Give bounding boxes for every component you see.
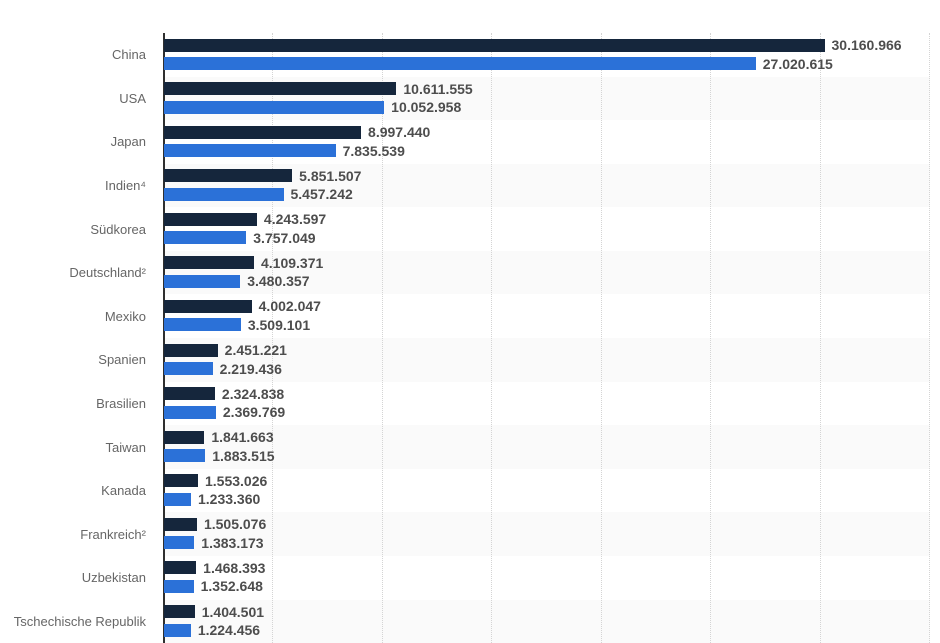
bar-blue[interactable] bbox=[164, 318, 241, 332]
value-label-blue: 1.383.173 bbox=[201, 534, 264, 551]
value-label-dark: 1.505.076 bbox=[203, 516, 267, 533]
bar-dark[interactable] bbox=[164, 430, 205, 444]
row-shading-band bbox=[162, 338, 930, 382]
bar-dark[interactable] bbox=[164, 256, 254, 270]
category-label: Frankreich² bbox=[80, 526, 146, 542]
bar-blue[interactable] bbox=[164, 57, 756, 70]
value-label-blue: 5.457.242 bbox=[290, 186, 353, 203]
chart-row: Spanien 2.451.221 2.219.436 bbox=[0, 338, 940, 382]
value-label-blue: 7.835.539 bbox=[342, 142, 405, 159]
value-label-blue: 3.757.049 bbox=[253, 229, 316, 246]
chart-row: Taiwan 1.841.663 1.883.515 bbox=[0, 425, 940, 469]
chart-row: Indien⁴ 5.851.507 5.457.242 bbox=[0, 163, 940, 208]
row-shading-band bbox=[162, 512, 930, 556]
value-label-dark: 8.997.440 bbox=[368, 124, 431, 141]
category-label: USA bbox=[119, 90, 146, 106]
bar-blue[interactable] bbox=[164, 579, 194, 593]
category-label: Deutschland² bbox=[69, 265, 146, 281]
value-label-blue: 1.224.456 bbox=[197, 622, 261, 639]
bar-dark[interactable] bbox=[164, 125, 362, 139]
value-label-blue: 2.369.769 bbox=[222, 404, 286, 421]
chart-row: Frankreich² 1.505.076 1.383.173 bbox=[0, 512, 940, 556]
category-label: Südkorea bbox=[90, 221, 146, 237]
value-label-dark: 5.851.507 bbox=[299, 167, 362, 184]
chart-row: Kanada 1.553.026 1.233.360 bbox=[0, 469, 940, 513]
chart-row: Japan 8.997.440 7.835.539 bbox=[0, 120, 940, 164]
value-label-blue: 1.883.515 bbox=[212, 447, 275, 464]
chart-row: USA 10.611.555 10.052.958 bbox=[0, 76, 940, 121]
bar-blue[interactable] bbox=[164, 144, 336, 158]
bar-dark[interactable] bbox=[164, 299, 252, 313]
bar-dark[interactable] bbox=[164, 212, 257, 226]
category-label: Indien⁴ bbox=[104, 178, 146, 194]
category-label: Brasilien bbox=[96, 395, 146, 411]
value-label-dark: 1.841.663 bbox=[211, 429, 274, 446]
bar-blue[interactable] bbox=[164, 362, 213, 376]
value-label-dark: 2.324.838 bbox=[221, 385, 285, 402]
value-label-blue: 1.233.360 bbox=[198, 491, 261, 508]
category-label: Spanien bbox=[98, 352, 146, 368]
bar-dark[interactable] bbox=[164, 561, 197, 575]
bar-dark[interactable] bbox=[164, 474, 198, 488]
chart-row: Südkorea 4.243.597 3.757.049 bbox=[0, 207, 940, 251]
value-label-dark: 1.468.393 bbox=[203, 559, 266, 576]
chart-row: Deutschland² 4.109.371 3.480.357 bbox=[0, 250, 940, 295]
bar-blue[interactable] bbox=[164, 405, 216, 419]
bar-blue[interactable] bbox=[164, 187, 284, 201]
value-label-dark: 1.404.501 bbox=[201, 603, 265, 620]
category-label: Uzbekistan bbox=[81, 570, 146, 586]
bar-dark[interactable] bbox=[164, 517, 197, 531]
value-label-blue: 2.219.436 bbox=[219, 360, 282, 377]
value-label-blue: 27.020.615 bbox=[762, 55, 833, 72]
chart-row: Brasilien 2.324.838 2.369.769 bbox=[0, 382, 940, 426]
chart-row: China 30.160.966 27.020.615 bbox=[0, 33, 940, 77]
category-label: Japan bbox=[110, 134, 146, 150]
bar-blue[interactable] bbox=[164, 274, 241, 288]
row-shading-band bbox=[162, 425, 930, 469]
row-shading-band bbox=[162, 599, 930, 643]
chart-row: Mexiko 4.002.047 3.509.101 bbox=[0, 294, 940, 338]
value-label-blue: 3.509.101 bbox=[247, 316, 311, 333]
bar-blue[interactable] bbox=[164, 100, 385, 114]
chart-row: Uzbekistan 1.468.393 1.352.648 bbox=[0, 556, 940, 600]
value-label-dark: 10.611.555 bbox=[403, 80, 473, 97]
bar-blue[interactable] bbox=[164, 231, 247, 245]
bar-dark[interactable] bbox=[164, 82, 397, 96]
value-label-blue: 10.052.958 bbox=[391, 99, 462, 116]
value-label-dark: 4.002.047 bbox=[258, 298, 321, 315]
value-label-dark: 2.451.221 bbox=[224, 342, 287, 359]
bar-blue[interactable] bbox=[164, 492, 191, 506]
value-label-blue: 3.480.357 bbox=[247, 273, 310, 290]
value-label-dark: 30.160.966 bbox=[831, 37, 902, 53]
bar-blue[interactable] bbox=[164, 449, 206, 463]
bar-dark[interactable] bbox=[164, 605, 195, 619]
row-shading-band bbox=[162, 250, 930, 295]
category-label: Tschechische Republik bbox=[13, 613, 146, 629]
category-label: Kanada bbox=[101, 483, 146, 499]
bar-dark[interactable] bbox=[164, 343, 218, 357]
bar-dark[interactable] bbox=[164, 169, 293, 183]
category-label: Mexiko bbox=[104, 308, 146, 324]
category-label: China bbox=[112, 47, 146, 63]
value-label-dark: 4.109.371 bbox=[260, 254, 324, 271]
chart-row: Tschechische Republik 1.404.501 1.224.456 bbox=[0, 599, 940, 643]
bar-dark[interactable] bbox=[164, 387, 215, 401]
value-label-dark: 1.553.026 bbox=[205, 472, 268, 489]
category-label: Taiwan bbox=[105, 439, 146, 455]
bar-blue[interactable] bbox=[164, 623, 191, 637]
value-label-dark: 4.243.597 bbox=[263, 211, 327, 228]
bar-dark[interactable] bbox=[164, 38, 825, 52]
value-label-blue: 1.352.648 bbox=[200, 578, 263, 595]
bar-blue[interactable] bbox=[164, 536, 195, 550]
